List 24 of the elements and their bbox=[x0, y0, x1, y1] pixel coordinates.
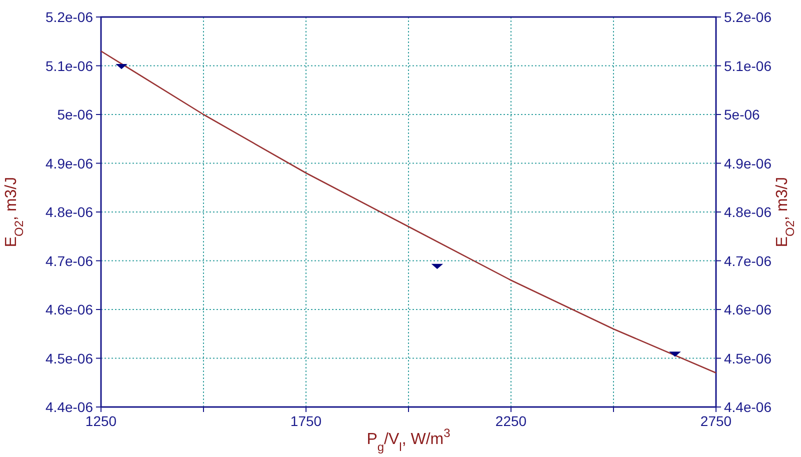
y2-tick-label: 4.5e-06 bbox=[724, 350, 772, 366]
x-tick-label: 2750 bbox=[700, 413, 732, 429]
y2-tick-label: 5.2e-06 bbox=[724, 9, 772, 25]
y-tick-label: 4.7e-06 bbox=[46, 252, 94, 269]
y-tick-label: 5.1e-06 bbox=[46, 58, 94, 74]
x-tick-label: 2250 bbox=[495, 413, 527, 429]
y-tick-label: 4.8e-06 bbox=[46, 204, 94, 220]
y-tick-label: 4.6e-06 bbox=[46, 302, 94, 318]
y2-tick-label: 4.6e-06 bbox=[724, 302, 772, 318]
y-tick-label: 4.9e-06 bbox=[46, 155, 94, 172]
line-series bbox=[100, 50, 717, 374]
y-tick-label: 5.2e-06 bbox=[46, 9, 94, 25]
x-tick-label: 1750 bbox=[290, 413, 322, 429]
x-tick-label: 1250 bbox=[85, 413, 117, 429]
y2-tick-label: 4.7e-06 bbox=[724, 252, 772, 269]
y2-tick-label: 4.8e-06 bbox=[724, 204, 772, 220]
y2-tick-label: 5e-06 bbox=[724, 106, 760, 122]
y-tick-label: 4.4e-06 bbox=[46, 399, 94, 415]
y-tick-label: 4.5e-06 bbox=[46, 350, 94, 366]
y2-tick-label: 4.4e-06 bbox=[724, 399, 772, 415]
y-tick-label: 5e-06 bbox=[57, 106, 94, 122]
x-axis-title: P$_{g}$/V$_{l}$, W/m$^{3}$ bbox=[366, 426, 451, 454]
y2-tick-label: 5.1e-06 bbox=[724, 58, 772, 74]
y2-tick-label: 4.9e-06 bbox=[724, 155, 772, 172]
